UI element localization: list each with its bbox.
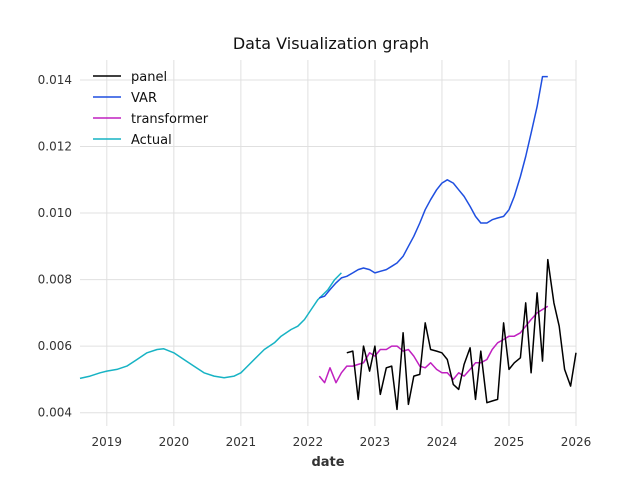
series-line-panel: [346, 258, 577, 411]
grid: [80, 60, 577, 426]
y-tick-label: 0.014: [38, 73, 72, 87]
x-axis-ticks: 2019 2020 2021 2022 2023 2024 2025 2026: [92, 435, 592, 449]
series-line-actual: [79, 272, 342, 380]
series-line-transformer: [318, 305, 549, 384]
legend-label-actual: Actual: [131, 133, 172, 148]
x-tick-label: 2019: [92, 435, 123, 449]
x-tick-label: 2023: [360, 435, 391, 449]
y-tick-label: 0.008: [38, 273, 72, 287]
legend-label-transformer: transformer: [131, 112, 209, 127]
x-tick-label: 2022: [293, 435, 324, 449]
chart-title: Data Visualization graph: [233, 34, 429, 53]
legend: panel VAR transformer Actual: [93, 70, 209, 148]
y-tick-label: 0.010: [38, 206, 72, 220]
y-tick-label: 0.006: [38, 339, 72, 353]
y-tick-label: 0.004: [38, 406, 72, 420]
y-axis-ticks: 0.004 0.006 0.008 0.010 0.012 0.014: [38, 73, 72, 420]
x-axis-label: date: [311, 455, 344, 470]
series-lines: [79, 75, 577, 411]
x-tick-label: 2024: [427, 435, 458, 449]
x-tick-label: 2026: [561, 435, 592, 449]
legend-label-var: VAR: [131, 91, 157, 106]
x-tick-label: 2025: [494, 435, 525, 449]
series-line-var: [319, 75, 548, 299]
y-tick-label: 0.012: [38, 140, 72, 154]
x-tick-label: 2020: [159, 435, 190, 449]
x-tick-label: 2021: [226, 435, 257, 449]
legend-label-panel: panel: [131, 70, 167, 85]
